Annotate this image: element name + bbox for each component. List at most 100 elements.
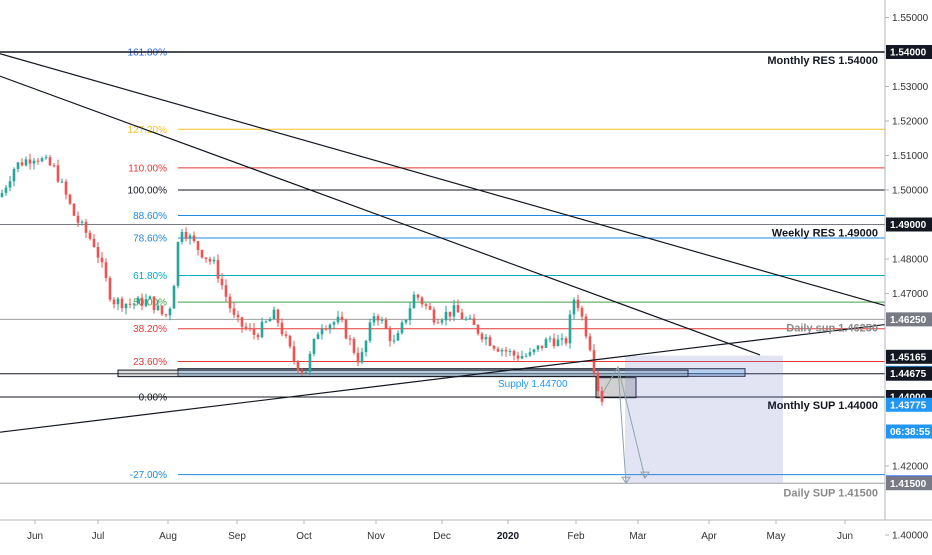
price-tick-label: 1.50000 [892, 186, 929, 197]
candle-body [392, 340, 396, 342]
candle-body [380, 319, 384, 321]
arrow-head [640, 471, 650, 479]
candle-body [404, 319, 408, 323]
candle-body [364, 340, 368, 353]
candle-body [412, 294, 416, 309]
candle-body [48, 157, 52, 166]
candle-body [208, 258, 212, 262]
price-badge [886, 312, 932, 327]
candle-body [312, 339, 316, 354]
candle-body [124, 303, 128, 309]
candle-body [36, 160, 40, 162]
candle-body [100, 257, 104, 263]
candle-body [200, 250, 204, 258]
time-tick-label: May [767, 531, 786, 542]
candle-body [172, 285, 176, 309]
candle-body [432, 309, 436, 323]
price-badge-label: 1.45165 [890, 352, 927, 363]
trendline-middle [0, 75, 761, 356]
candle-body [316, 334, 320, 340]
price-tick-label: 1.42000 [892, 462, 929, 473]
candle-body [24, 159, 28, 166]
time-axis[interactable]: Jun Jul Aug Sep Oct Nov Dec 2020 Feb Mar Apr May Jun [0, 519, 932, 542]
time-tick-label: Jul [92, 531, 105, 542]
price-axis[interactable]: 1.55000 1.53000 1.52000 1.51000 1.50000 1.480… [884, 0, 932, 542]
candle-body [360, 352, 364, 363]
time-tick-label: Nov [367, 531, 385, 542]
fib-label: 110.00% [128, 163, 167, 174]
candle-body [576, 299, 580, 308]
candle-body [280, 322, 284, 335]
fib-label: 100.00% [128, 186, 168, 197]
candle-body [504, 349, 508, 352]
candle-body [60, 181, 64, 183]
price-badge [886, 424, 932, 439]
candle-body [472, 318, 476, 325]
candle-body [372, 316, 376, 323]
candle-body [416, 294, 420, 298]
price-badge-label: 06:38:55 [890, 427, 930, 438]
level-label: Daily sup 1.46250 [786, 322, 878, 334]
candle-body [384, 319, 388, 329]
candle-body [352, 339, 356, 353]
candle-body [212, 259, 216, 262]
time-tick-label: Dec [433, 531, 451, 542]
fib-label: 161.80% [128, 48, 168, 59]
candle-body [464, 318, 468, 320]
candle-body [292, 346, 296, 362]
candle-body [476, 324, 480, 334]
candle-body [536, 345, 540, 350]
candle-body [12, 168, 16, 182]
trendlines [0, 53, 886, 433]
candle-body [320, 328, 324, 335]
level-label: Monthly RES 1.54000 [767, 55, 878, 67]
candle-body [192, 235, 196, 242]
candle-body [548, 338, 552, 340]
level-labels: Monthly RES 1.54000 Weekly RES 1.49000 Dai… [498, 55, 878, 499]
time-tick-label: Feb [567, 531, 585, 542]
candle-body [596, 372, 600, 392]
price-tick-label: 1.48000 [892, 255, 929, 266]
candle-body [528, 352, 532, 356]
candle-body [56, 165, 60, 182]
candle-body [400, 322, 404, 334]
candle-body [228, 296, 232, 309]
price-badge-label: 1.46250 [890, 315, 927, 326]
arrow-head [621, 476, 631, 485]
time-tick-label: Mar [629, 531, 647, 542]
projection-arrow [617, 366, 646, 479]
time-tick-label: Aug [159, 531, 177, 542]
price-badge-label: 1.49000 [890, 220, 927, 231]
candle-body [132, 303, 136, 305]
trendline-upper [0, 53, 886, 307]
candle-body [568, 314, 572, 344]
candle-body [484, 337, 488, 340]
candle-body [264, 321, 268, 323]
candle-body [356, 352, 360, 363]
projection-area [599, 355, 783, 485]
candle-body [496, 348, 500, 352]
candle-body [580, 307, 584, 317]
candle-body [480, 333, 484, 340]
candle-body [500, 349, 504, 352]
candle-body [88, 232, 92, 239]
price-badge-label: 1.44675 [890, 369, 927, 380]
candle-body [196, 241, 200, 251]
candle-body [16, 162, 20, 169]
candle-body [540, 345, 544, 348]
candle-body [96, 246, 100, 258]
candle-body [308, 353, 312, 372]
candle-body [220, 278, 224, 286]
candle-body [76, 215, 80, 223]
candle-body [276, 309, 280, 323]
price-tick-label: 1.52000 [892, 117, 929, 128]
time-tick-label: Sep [228, 531, 246, 542]
candle-body [512, 350, 516, 356]
candle-body [68, 194, 72, 204]
candle-body [532, 349, 536, 353]
candle-body [524, 355, 528, 357]
price-badge-label: 1.54000 [890, 48, 927, 59]
candle-body [268, 319, 272, 322]
